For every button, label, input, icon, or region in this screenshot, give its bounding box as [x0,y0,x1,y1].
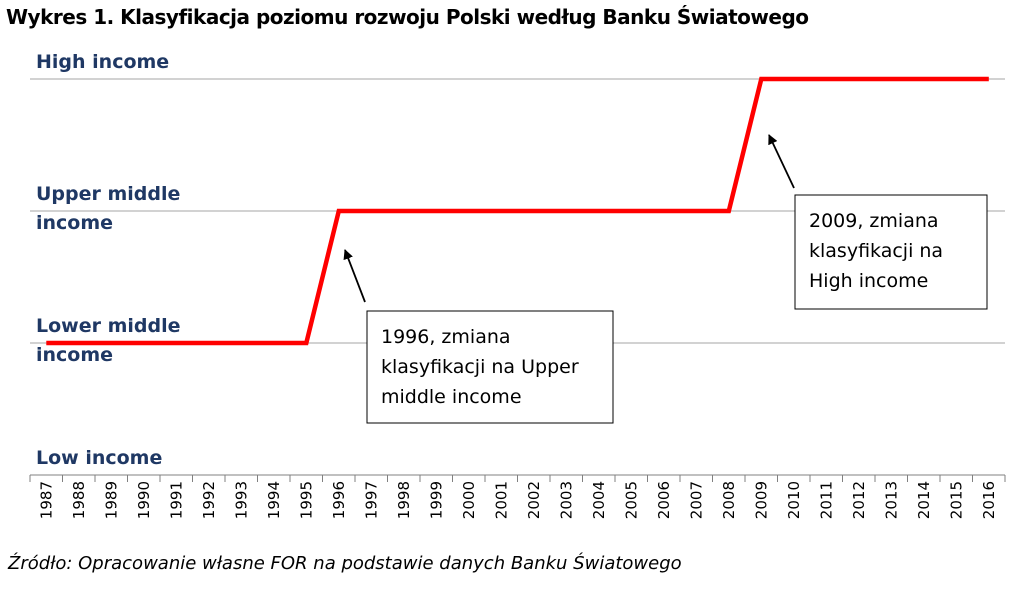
x-tick-label: 1995 [297,481,315,519]
x-tick-label: 1999 [427,481,445,519]
x-tick-label: 1987 [37,481,55,519]
x-tick-label: 1991 [167,481,185,519]
x-tick-label: 2004 [590,481,608,519]
annotation-text: 2009, zmiana [809,210,939,232]
level-label-lower-middle: income [36,344,113,366]
level-label-upper-middle: Upper middle [36,183,180,205]
annotation-text: High income [809,270,928,292]
annotation-1996: 1996, zmiana klasyfikacji na Upper middle … [343,249,614,424]
x-tick-labels: 1987 1988 1989 1990 1991 1992 1993 1994 1995 1996… [37,481,998,519]
x-tick-label: 2009 [752,481,770,519]
level-label-lower-middle: Lower middle [36,315,181,337]
x-tick-label: 2011 [817,481,835,519]
chart: Low income Lower middle income Upper middle… [29,51,1006,519]
annotation-text: klasyfikacji na Upper [381,356,579,378]
chart-title: Wykres 1. Klasyfikacja poziomu rozwoju P… [6,5,809,29]
x-tick-label: 2001 [492,481,510,519]
annotation-text: klasyfikacji na [809,240,943,262]
series [46,76,989,346]
annotations: 1996, zmiana klasyfikacji na Upper middle … [343,134,988,424]
x-tick-label: 2008 [720,481,738,519]
x-tick-label: 1988 [70,481,88,519]
level-label-low: Low income [36,447,162,469]
x-tick-label: 1994 [265,481,283,519]
annotation-text: 1996, zmiana [381,326,511,348]
x-tick-label: 1990 [135,481,153,519]
x-tick-label: 2000 [460,481,478,519]
annotation-arrow [343,249,366,303]
annotation-arrow [768,134,795,189]
x-tick-label: 2003 [557,481,575,519]
x-tick-label: 2013 [882,481,900,519]
level-labels: Low income Lower middle income Upper middle… [36,51,181,469]
annotation-box [794,194,988,310]
x-tick-label: 2016 [980,481,998,519]
x-tick-label: 1989 [102,481,120,519]
x-tick-label: 2015 [947,481,965,519]
annotation-text: middle income [381,386,522,408]
x-tick-label: 1998 [395,481,413,519]
series-line [46,76,989,346]
x-tick-label: 2010 [785,481,803,519]
level-label-upper-middle: income [36,212,113,234]
x-tick-label: 1996 [330,481,348,519]
x-tick-label: 2012 [850,481,868,519]
x-tick-label: 2014 [915,481,933,519]
x-tick-label: 2005 [622,481,640,519]
chart-source: Źródło: Opracowanie własne FOR na podsta… [8,553,682,574]
x-tick-label: 2007 [687,481,705,519]
x-tick-label: 1992 [200,481,218,519]
x-axis [29,474,1006,482]
level-label-high: High income [36,51,169,73]
annotation-2009: 2009, zmiana klasyfikacji na High income [768,134,988,310]
annotation-box [366,310,614,424]
x-tick-label: 2006 [655,481,673,519]
x-tick-label: 2002 [525,481,543,519]
x-tick-label: 1997 [362,481,380,519]
x-tick-label: 1993 [232,481,250,519]
